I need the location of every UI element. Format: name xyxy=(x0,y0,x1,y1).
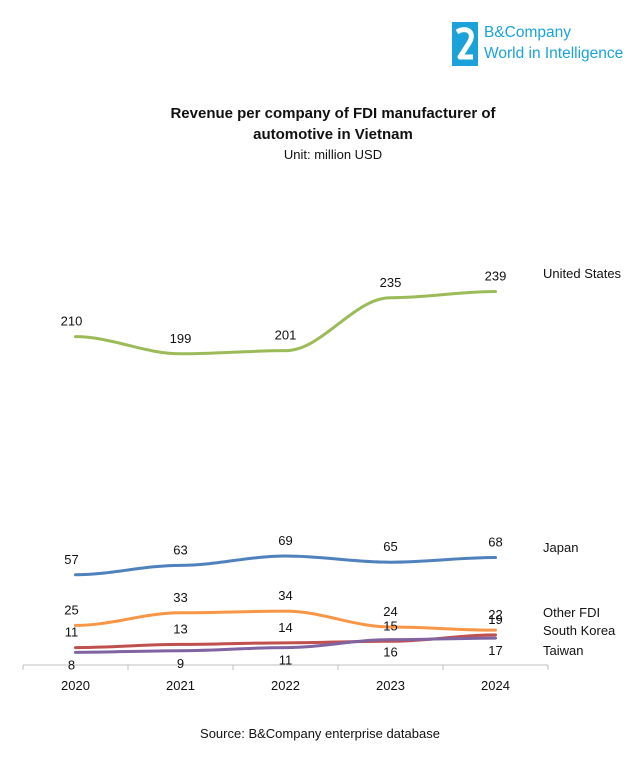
x-tick-label: 2022 xyxy=(271,678,300,693)
data-label: 65 xyxy=(383,539,397,554)
data-label: 15 xyxy=(383,618,397,633)
data-label: 16 xyxy=(383,645,397,660)
brand-logo: B&Company World in Intelligence xyxy=(452,20,632,68)
data-label: 17 xyxy=(488,643,502,658)
data-label: 34 xyxy=(278,588,292,603)
x-tick-label: 2023 xyxy=(376,678,405,693)
data-label: 33 xyxy=(173,590,187,605)
data-label: 210 xyxy=(61,314,83,329)
series-label: United States xyxy=(543,266,622,281)
data-label: 63 xyxy=(173,542,187,557)
series-label: Taiwan xyxy=(543,643,583,658)
data-label: 9 xyxy=(177,656,184,671)
data-label: 69 xyxy=(278,533,292,548)
series-line-other-fdi xyxy=(74,609,497,632)
brand-line-1: B&Company xyxy=(484,24,572,41)
data-label: 24 xyxy=(383,604,397,619)
data-label: 14 xyxy=(278,620,292,635)
chart-title: Revenue per company of FDI manufacturer … xyxy=(0,103,640,145)
brand-name: B&Company World in Intelligence xyxy=(484,22,623,64)
data-label: 19 xyxy=(488,612,502,627)
series-line-united-states xyxy=(74,290,497,356)
data-label: 68 xyxy=(488,535,502,550)
x-tick-label: 2024 xyxy=(481,678,510,693)
data-label: 239 xyxy=(485,269,507,284)
data-label: 8 xyxy=(68,657,75,672)
brand-logo-icon xyxy=(452,22,478,66)
data-label: 57 xyxy=(64,552,78,567)
chart-subtitle: Unit: million USD xyxy=(283,147,383,162)
x-tick-label: 2020 xyxy=(61,678,90,693)
series-line-japan xyxy=(74,554,497,577)
data-label: 11 xyxy=(65,625,79,640)
source-note: Source: B&Company enterprise database xyxy=(200,726,440,741)
data-label: 199 xyxy=(170,331,192,346)
data-label: 201 xyxy=(275,328,297,343)
series-label: South Korea xyxy=(543,623,616,638)
data-label: 235 xyxy=(380,275,402,290)
data-label: 11 xyxy=(279,653,293,668)
series-line-taiwan xyxy=(74,636,497,654)
series-label: Japan xyxy=(543,540,578,555)
data-label: 25 xyxy=(64,602,78,617)
series-label: Other FDI xyxy=(543,605,600,620)
series-line-south-korea xyxy=(74,633,497,650)
brand-line-2: World in Intelligence xyxy=(484,45,624,62)
chart-title-text: Revenue per company of FDI manufacturer … xyxy=(170,105,496,143)
x-tick-label: 2021 xyxy=(166,678,195,693)
data-label: 13 xyxy=(173,621,187,636)
data-label: 22 xyxy=(488,607,502,622)
